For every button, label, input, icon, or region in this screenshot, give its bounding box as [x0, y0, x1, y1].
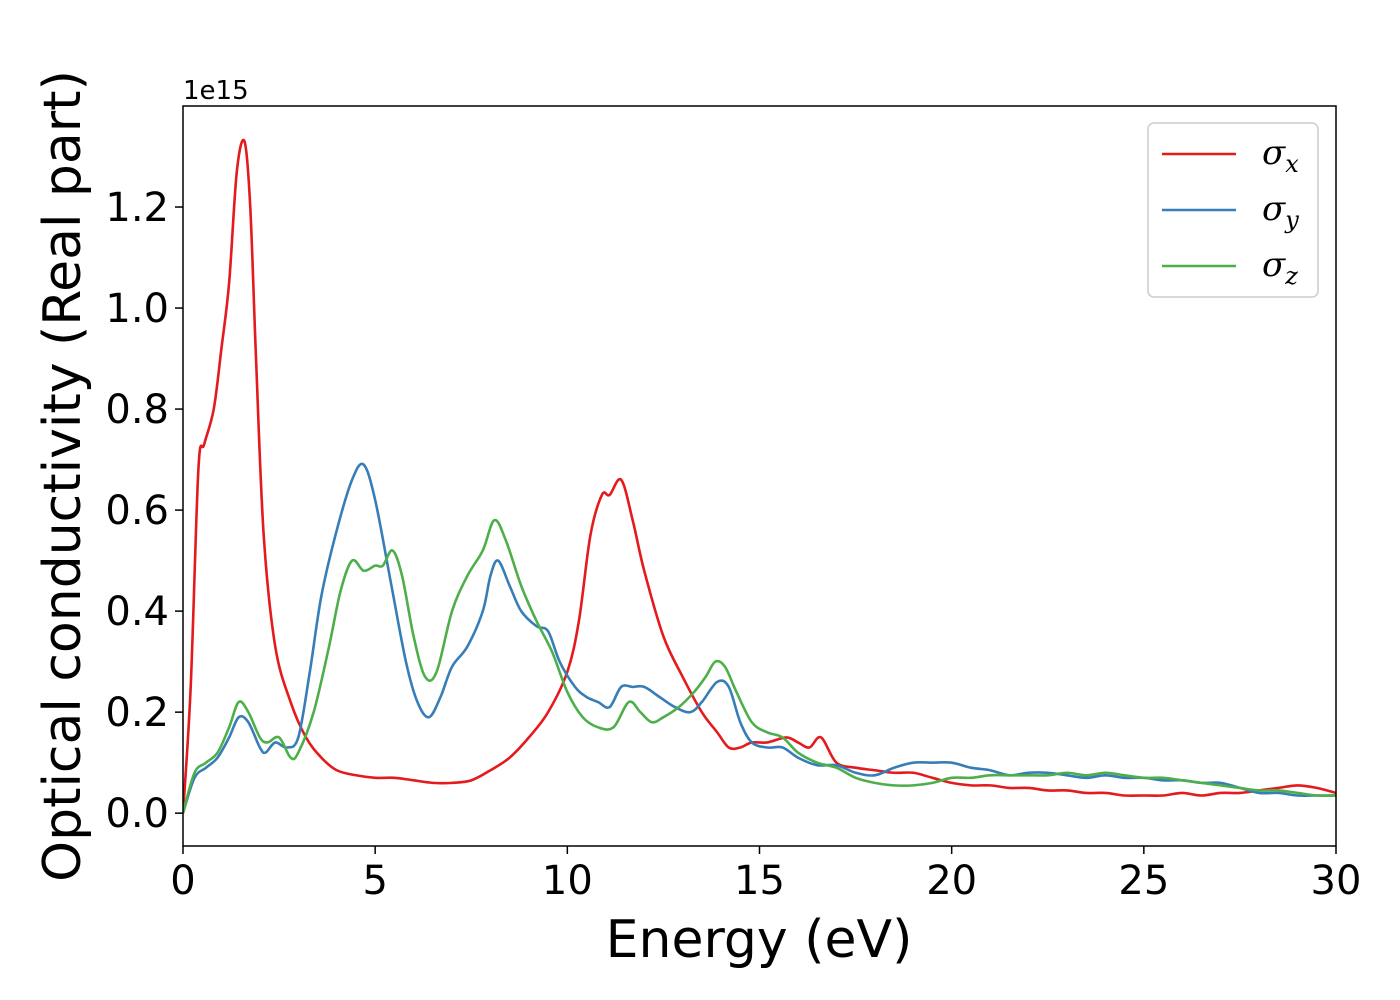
legend: σx σy σz	[1147, 122, 1319, 298]
x-axis-label: Energy (eV)	[606, 910, 913, 970]
series-layer	[183, 138, 1336, 814]
y-tick-label: 0.2	[105, 690, 169, 736]
x-tick-label: 30	[1311, 858, 1362, 904]
y-axis-ticks: 0.0 0.2 0.4 0.6 0.8 1.0 1.2	[105, 185, 183, 837]
y-axis-label: Optical conductivity (Real part)	[33, 70, 93, 882]
y-tick-label: 1.2	[105, 185, 169, 231]
series-line-x	[183, 138, 1336, 814]
legend-label-z: σz	[1262, 245, 1298, 290]
plot-area	[182, 105, 1337, 847]
x-tick-label: 25	[1118, 858, 1169, 904]
legend-items: σx σy σz	[1162, 133, 1299, 290]
series-line-z	[183, 518, 1336, 814]
x-tick-label: 0	[170, 858, 195, 904]
y-tick-label: 0.6	[105, 488, 169, 534]
x-tick-label: 15	[734, 858, 785, 904]
y-tick-label: 0.0	[105, 791, 169, 837]
y-tick-label: 1.0	[105, 286, 169, 332]
x-tick-label: 5	[362, 858, 387, 904]
x-axis-ticks: 0 5 10 15 20 25 30	[170, 846, 1361, 904]
legend-label-x: σx	[1262, 133, 1299, 178]
series-line-y	[183, 462, 1336, 814]
y-offset-label: 1e15	[183, 76, 249, 106]
x-tick-label: 10	[542, 858, 593, 904]
y-tick-label: 0.8	[105, 387, 169, 433]
legend-label-y: σy	[1262, 189, 1299, 234]
x-tick-label: 20	[926, 858, 977, 904]
y-tick-label: 0.4	[105, 589, 169, 635]
